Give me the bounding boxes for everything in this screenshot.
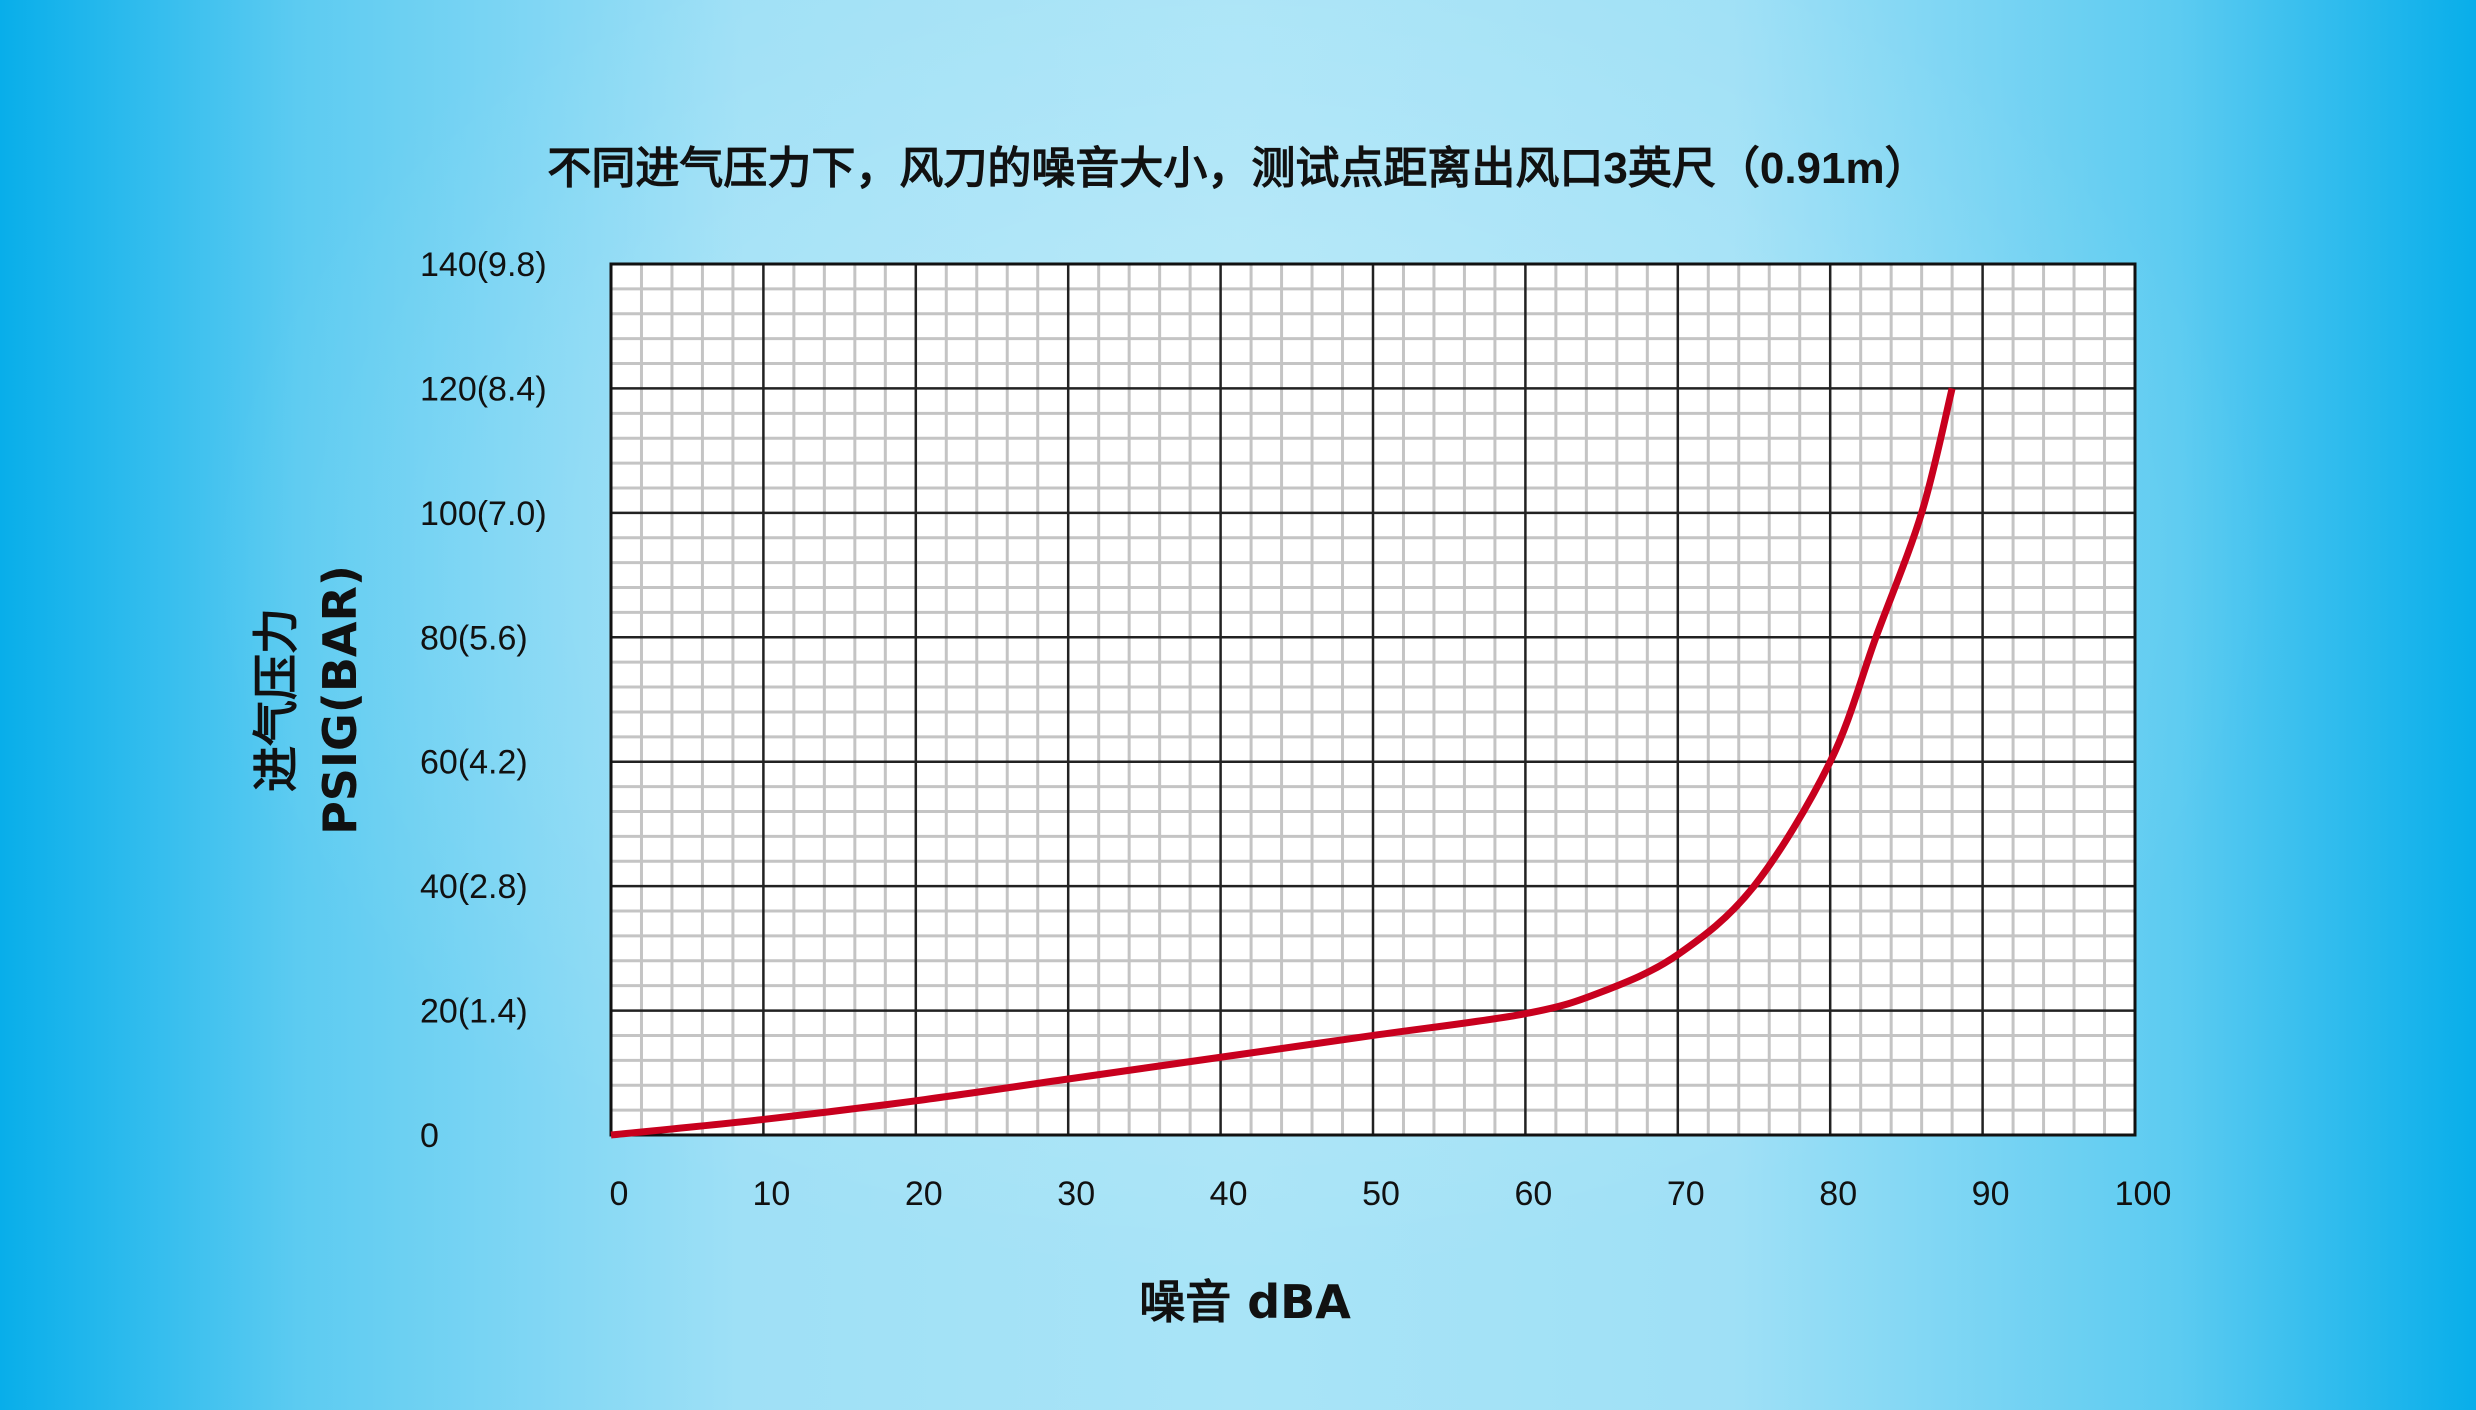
- y-axis-label: 进气压力: [249, 608, 303, 792]
- x-tick-label: 0: [610, 1175, 629, 1213]
- y-tick-label: 140(9.8): [420, 246, 547, 284]
- x-tick-label: 60: [1514, 1175, 1552, 1213]
- y-tick-label: 80(5.6): [420, 619, 528, 657]
- x-tick-label: 10: [752, 1175, 790, 1213]
- x-tick-label: 90: [1972, 1175, 2010, 1213]
- y-tick-label: 20(1.4): [420, 993, 528, 1031]
- x-tick-label: 100: [2115, 1175, 2172, 1213]
- x-tick-label: 70: [1667, 1175, 1705, 1213]
- y-tick-label: 0: [420, 1117, 439, 1155]
- chart-title: 不同进气压力下，风刀的噪音大小，测试点距离出风口3英尺（0.91m）: [547, 144, 1929, 193]
- y-tick-label: 120(8.4): [420, 370, 547, 408]
- y-axis-label: PSIG(BAR): [313, 565, 367, 835]
- y-tick-label: 100(7.0): [420, 495, 547, 533]
- series-line: [610, 387, 1956, 1139]
- x-axis-label: 噪音 dBA: [1139, 1275, 1351, 1329]
- y-tick-label: 40(2.8): [420, 868, 528, 906]
- y-tick-label: 60(4.2): [420, 744, 528, 782]
- x-tick-label: 80: [1819, 1175, 1857, 1213]
- x-tick-label: 20: [905, 1175, 943, 1213]
- x-tick-label: 30: [1057, 1175, 1095, 1213]
- plot-border: [609, 262, 2137, 1137]
- x-tick-label: 40: [1210, 1175, 1248, 1213]
- x-tick-label: 50: [1362, 1175, 1400, 1213]
